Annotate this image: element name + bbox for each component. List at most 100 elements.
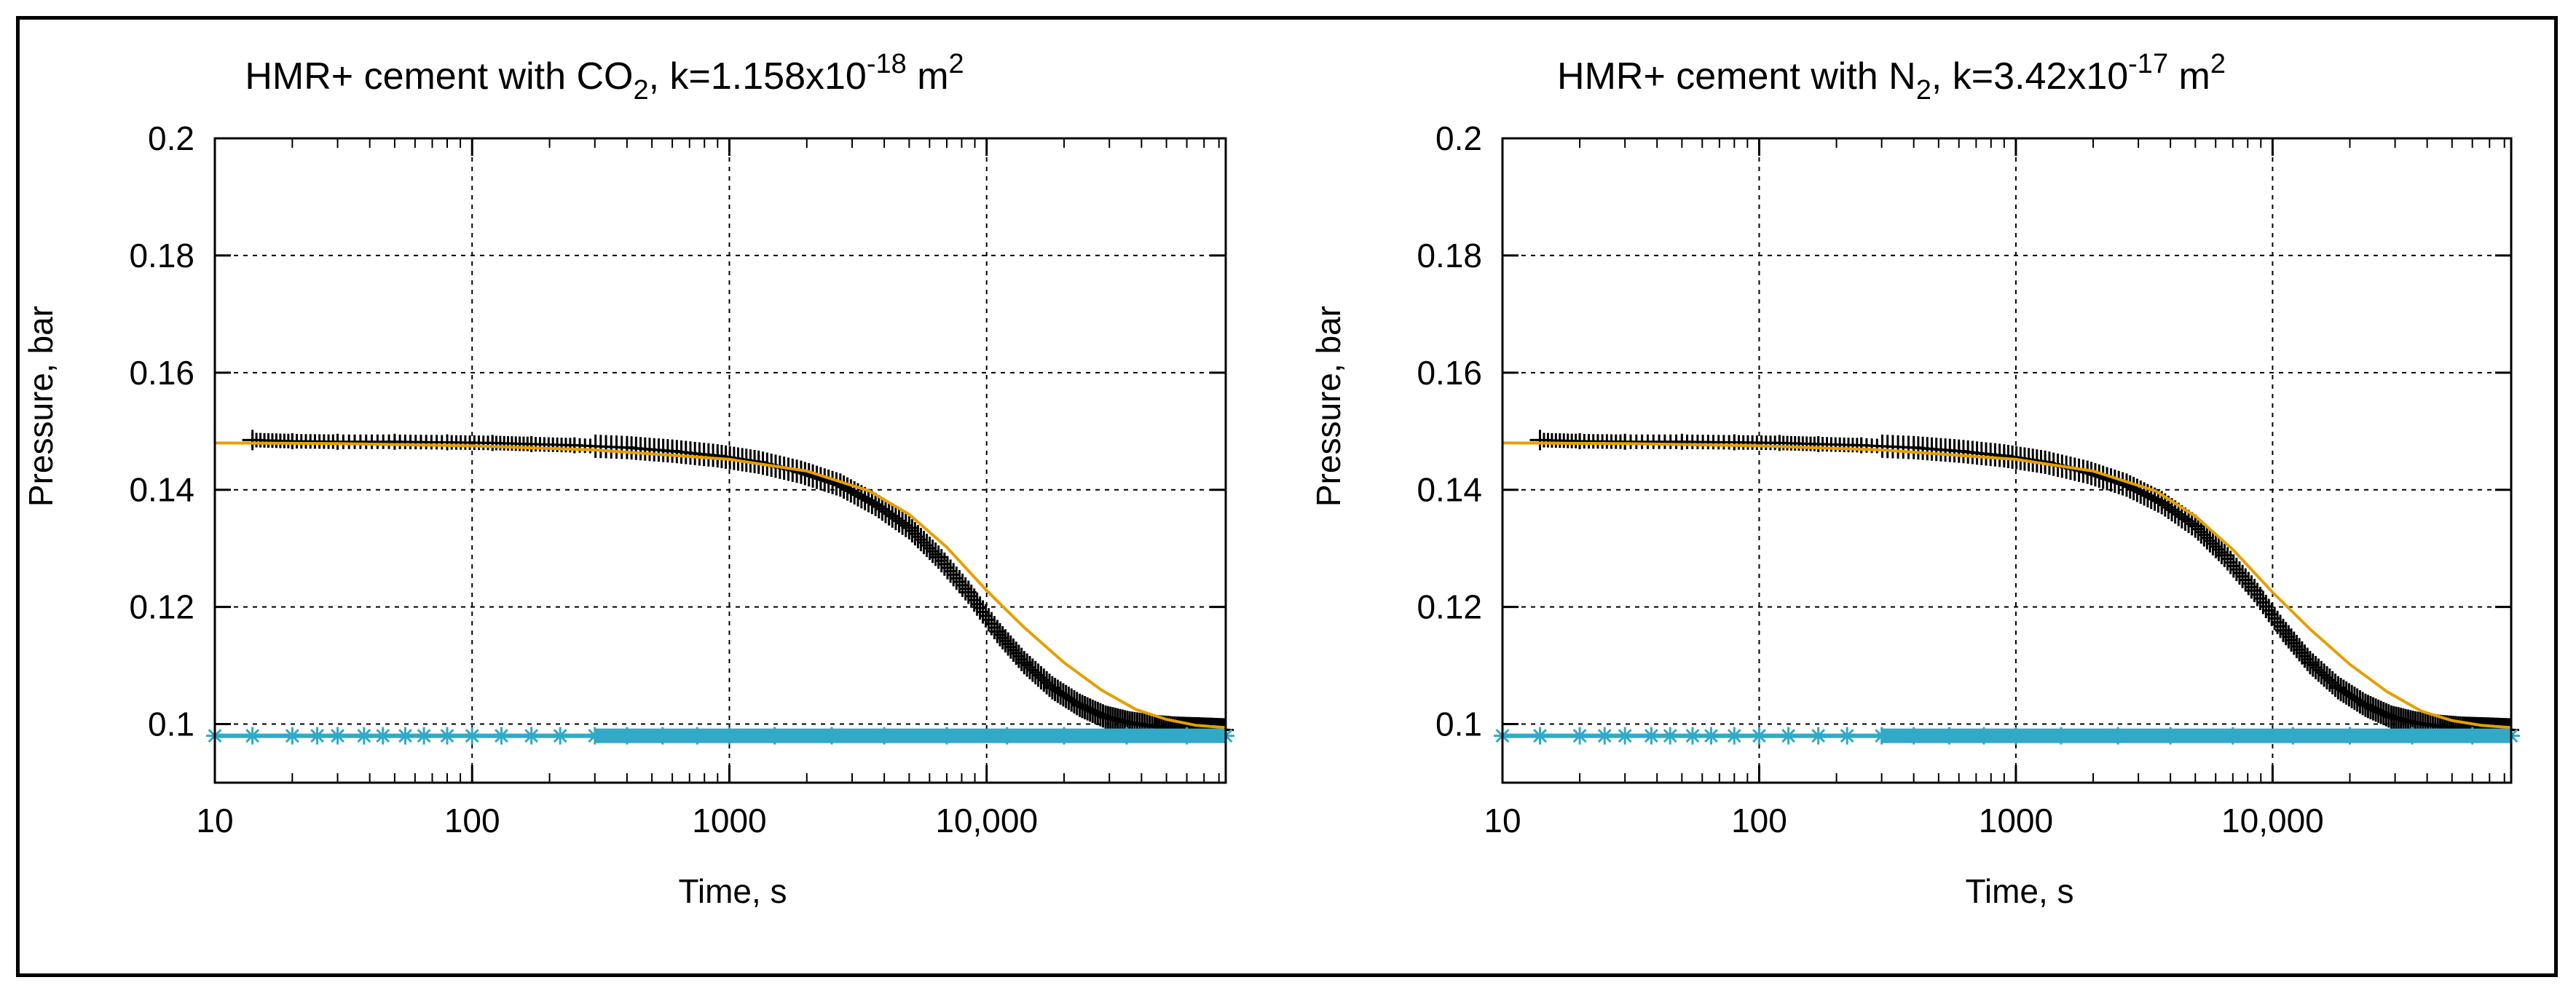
chart-n2-xlabel: Time, s [1965, 872, 2073, 910]
chart-co2-reference-point [875, 727, 894, 745]
chart-n2-measured-band-point [2203, 529, 2217, 553]
chart-n2-ticks [1501, 137, 2511, 783]
chart-n2-title-exp: -17 [2128, 49, 2168, 79]
chart-co2-reference-point [328, 727, 347, 745]
chart-n2-measured-band-point [2315, 660, 2328, 684]
chart-co2-measured-band-point [1048, 678, 1062, 702]
chart-co2-ytick-label: 0.14 [129, 471, 194, 509]
chart-n2-reference-point [2006, 727, 2025, 745]
chart-co2-measured-band-point [1025, 658, 1039, 682]
chart-n2-ytick-label: 0.18 [1417, 237, 1482, 274]
chart-n2-reference-point [1750, 727, 1768, 745]
chart-n2-ytick-label: 0.14 [1417, 471, 1482, 509]
chart-n2-measured-band-point [2200, 526, 2214, 550]
chart-n2-measured-band-point [2206, 531, 2220, 556]
chart-n2-measured-band-point [2309, 655, 2323, 679]
chart-n2-measured-band-point [2233, 561, 2246, 585]
chart-co2-measured-band-point [1020, 653, 1034, 677]
chart-co2-measured-band-point [1028, 660, 1042, 684]
chart-co2-reference-point [283, 727, 302, 745]
chart-n2-reference-point [2162, 727, 2180, 745]
chart-n2-reference-point [1596, 727, 1614, 745]
chart-n2-measured-band-point [2328, 673, 2342, 697]
chart-n2-measured-band-point [2320, 665, 2333, 689]
chart-n2-reference-point [2224, 727, 2242, 745]
chart-n2-measured-band-point [2312, 658, 2325, 682]
chart-n2-measured-band-point [2197, 523, 2211, 547]
chart-co2-measured-band-point [914, 528, 928, 552]
chart-co2-measured-band-point [1015, 647, 1028, 671]
chart-co2-reference-point [998, 727, 1016, 745]
chart-n2-reference-point [1661, 727, 1679, 745]
chart-co2-reference-point [463, 727, 481, 745]
chart-n2-measured-band-point [2353, 689, 2367, 714]
chart-co2-reference-point [1117, 727, 1135, 745]
chart-n2-series-2 [1494, 727, 2520, 745]
chart-n2-measured-band-point [2336, 679, 2350, 703]
chart-n2-reference-point [1940, 727, 1958, 745]
chart-n2-xtick-label: 10 [1484, 802, 1521, 839]
chart-n2-measured-band-point [2236, 564, 2250, 588]
chart-co2-reference-point [243, 727, 261, 745]
chart-co2-reference-point [355, 727, 373, 745]
chart-n2-reference-point [1905, 727, 1923, 745]
chart-co2-reference-point [823, 727, 841, 745]
chart-co2-xtick-label: 1000 [692, 802, 766, 839]
chart-co2-measured-band-point [1037, 668, 1051, 692]
chart-n2-measured-band-point [2224, 550, 2237, 574]
chart-n2-reference-point [1872, 727, 1891, 745]
chart-n2-series-1 [1502, 441, 2512, 730]
chart-n2-measured-band-point [2323, 668, 2336, 692]
chart-co2-measured-band-point [1031, 663, 1045, 687]
chart-co2-measured-band-point [1043, 673, 1057, 697]
chart-co2-reference-point [618, 727, 636, 745]
chart-co2-ticks [213, 137, 1226, 783]
chart-n2-title-main: HMR+ cement with N [1557, 55, 1916, 98]
chart-n2-measured-band-point [2229, 558, 2243, 582]
chart-n2-title-k: , k=3.42x10 [1931, 55, 2128, 98]
chart-co2-reference-point [492, 727, 511, 745]
chart-n2-measured-band-point [2189, 514, 2202, 538]
chart-co2-xtick-label: 10 [196, 802, 233, 839]
chart-n2-measured-band-point [2317, 663, 2331, 687]
chart-co2-ytick-label: 0.12 [129, 588, 194, 626]
chart-co2-measured-band-point [1059, 684, 1073, 708]
chart-co2-reference-point [688, 727, 706, 745]
chart-n2-measured-band-point [2334, 678, 2348, 702]
chart-n2-xtick-label: 10,000 [2221, 802, 2324, 839]
chart-n2-title-unit: m [2168, 55, 2210, 98]
chart-co2-measured-band-point [923, 537, 937, 561]
chart-co2-title-unit: m [907, 55, 949, 98]
chart-n2-title-sub: 2 [1916, 75, 1931, 106]
chart-n2-reference-point [1779, 727, 1797, 745]
chart-co2-reference-point [308, 727, 326, 745]
chart-n2-measured-band-point [2301, 647, 2315, 671]
chart-co2-measured-band-point [929, 542, 942, 566]
chart-co2-title-sub: 2 [633, 75, 648, 106]
chart-n2: HMR+ cement with N2, k=3.42x10-17 m2 0.1… [1309, 49, 2520, 910]
chart-n2-measured-band-point [2331, 676, 2345, 700]
chart-n2-reference-point [1616, 727, 1634, 745]
chart-co2-fit-line [214, 441, 1226, 730]
chart-n2-tick-labels: 0.1 0.12 0.14 0.16 0.18 0.2 10 100 1000 10,000 [1417, 119, 2323, 839]
chart-co2-measured-band-point [937, 552, 951, 576]
chart-co2-measured-band-point [1056, 683, 1070, 707]
chart-n2-measured-band-point [2209, 534, 2223, 558]
chart-n2-reference-point [1683, 727, 1701, 745]
chart-n2-series [1494, 430, 2520, 745]
chart-co2-measured-band-point [1065, 688, 1079, 712]
chart-co2-measured-band-point [908, 522, 922, 546]
chart-co2-title: HMR+ cement with CO2, k=1.158x10-18 m2 [245, 49, 964, 106]
chart-n2-measured-band-point [2339, 681, 2353, 705]
chart-co2-measured-band-point [1017, 651, 1031, 675]
chart-n2-ytick-label: 0.2 [1435, 119, 1482, 157]
chart-n2-reference-point [1642, 727, 1661, 745]
chart-co2-measured-band-point [1023, 655, 1037, 679]
chart-co2-grid [215, 138, 1226, 783]
chart-co2-measured-band-point [920, 534, 934, 558]
chart-n2-xtick-label: 1000 [1979, 802, 2053, 839]
chart-co2-reference-point [720, 727, 738, 745]
chart-co2-reference-point [653, 727, 671, 745]
chart-co2-reference-point [765, 727, 784, 745]
